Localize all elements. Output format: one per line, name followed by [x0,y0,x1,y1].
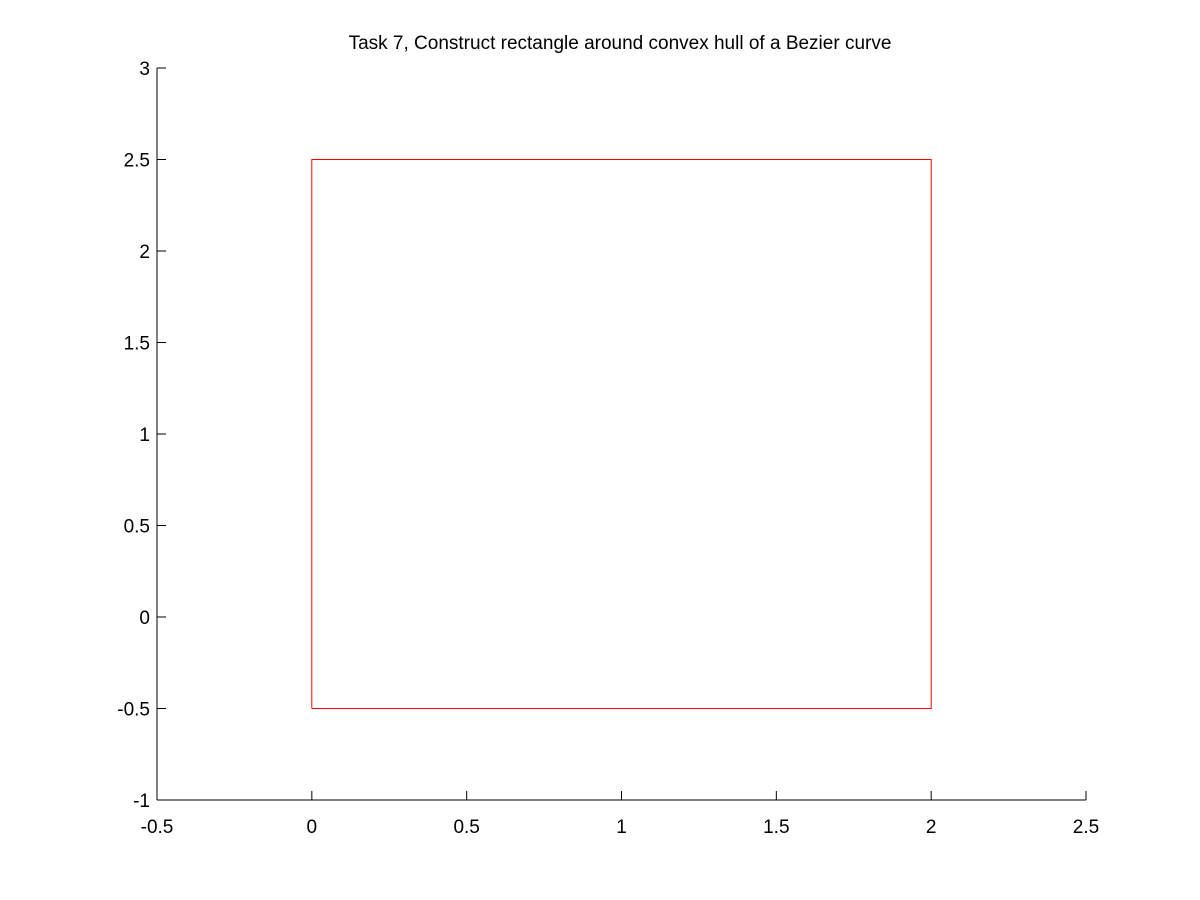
series-layer [311,159,932,709]
y-tick-label: 1 [139,425,150,446]
x-tick-label: -0.5 [141,817,174,838]
chart-title: Task 7, Construct rectangle around conve… [349,33,892,54]
y-tick-label: 2.5 [124,151,150,172]
y-tick-label: 2 [139,242,150,263]
y-tick-label: 0.5 [124,517,150,538]
y-tick-label: 0 [139,608,150,629]
plot-axes: -0.5 0 0.5 1 1.5 2 2.5 -1 -0.5 0 0.5 1 1.5 2 2.5 3 [117,59,1099,838]
y-tick-label: 1.5 [124,334,150,355]
x-tick-label: 0 [307,817,318,838]
x-tick-label: 0.5 [453,817,479,838]
x-tick-label: 1.5 [763,817,789,838]
rectangle-line [311,159,932,709]
x-tick-label: 2 [926,817,937,838]
y-tick-label: -1 [133,791,150,812]
y-tick-label: -0.5 [117,700,150,721]
y-tick-label: 3 [139,59,150,80]
x-tick-label: 1 [616,817,627,838]
x-tick-label: 2.5 [1073,817,1099,838]
x-ticks: -0.5 0 0.5 1 1.5 2 2.5 [141,791,1099,838]
y-ticks: -1 -0.5 0 0.5 1 1.5 2 2.5 3 [117,59,166,812]
